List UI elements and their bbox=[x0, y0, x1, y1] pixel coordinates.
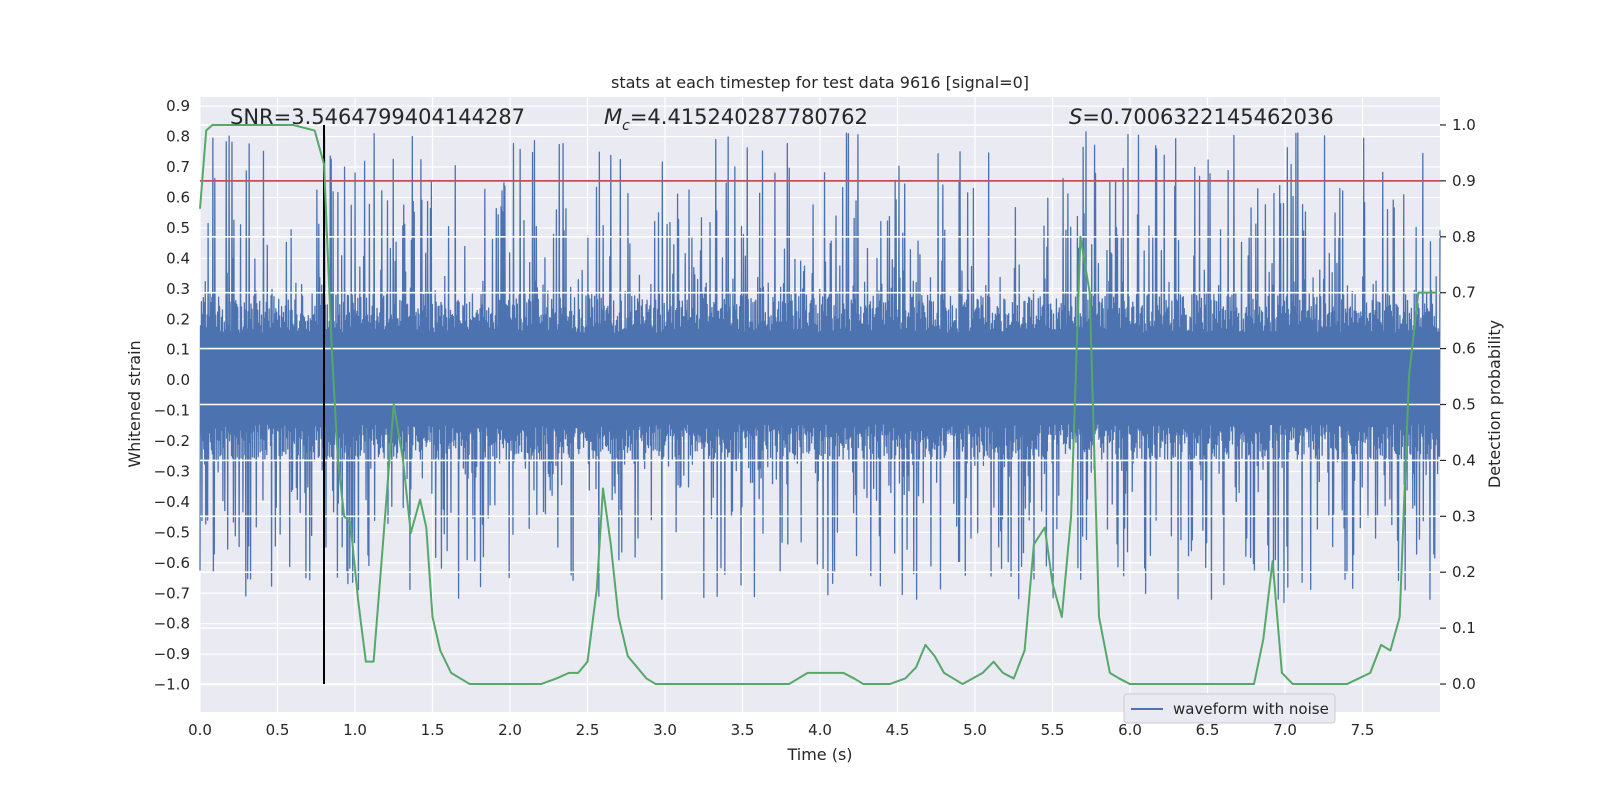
legend-label: waveform with noise bbox=[1173, 700, 1329, 718]
y-tick-label: −0.1 bbox=[154, 402, 190, 420]
chirp-mass-annotation: Mc=4.415240287780762 bbox=[604, 105, 868, 134]
y-tick-label: −0.8 bbox=[154, 615, 190, 633]
y-tick-label: 0.8 bbox=[166, 128, 190, 146]
ticks: 0.0 0.5 1.0 1.5 2.0 2.5 3.0 3.5 4.0 4.5 5.0 5.5 6.0 6… bbox=[154, 97, 1476, 739]
snr-annotation: SNR=3.5464799404144287 bbox=[230, 105, 525, 129]
x-axis-label: Time (s) bbox=[786, 745, 852, 764]
x-tick-label: 0.5 bbox=[266, 721, 290, 739]
detection-probability-line bbox=[199, 123, 1437, 686]
x-tick-label: 2.5 bbox=[576, 721, 600, 739]
x-tick-label: 7.0 bbox=[1273, 721, 1297, 739]
x-tick-label: 1.0 bbox=[343, 721, 367, 739]
x-tick-label: 3.0 bbox=[653, 721, 677, 739]
y2-tick-label: 0.7 bbox=[1452, 284, 1476, 302]
chirp-mass-subscript: c bbox=[622, 118, 630, 134]
y2-tick-label: 0.8 bbox=[1452, 228, 1476, 246]
overlay bbox=[199, 123, 1440, 686]
x-tick-label: 7.5 bbox=[1351, 721, 1375, 739]
waveform-core-band bbox=[200, 333, 1440, 424]
y2-tick-label: 0.5 bbox=[1452, 396, 1476, 414]
y-tick-label: −0.9 bbox=[154, 645, 190, 663]
x-tick-label: 1.5 bbox=[421, 721, 445, 739]
x-tick-label: 6.5 bbox=[1196, 721, 1220, 739]
y-tick-label: −0.2 bbox=[154, 432, 190, 450]
chirp-mass-value: =4.415240287780762 bbox=[630, 105, 868, 129]
x-tick-label: 4.0 bbox=[808, 721, 832, 739]
y-tick-label: −0.7 bbox=[154, 584, 190, 602]
legend: waveform with noise bbox=[1123, 693, 1336, 724]
s-symbol: S bbox=[1069, 105, 1082, 129]
y2-tick-label: 0.3 bbox=[1452, 507, 1476, 525]
y-tick-label: −0.4 bbox=[154, 493, 190, 511]
y-tick-label: −1.0 bbox=[154, 676, 190, 694]
y2-tick-label: 1.0 bbox=[1452, 116, 1476, 134]
y-tick-label: −0.6 bbox=[154, 554, 190, 572]
x-tick-label: 2.0 bbox=[498, 721, 522, 739]
y-tick-label: −0.5 bbox=[154, 523, 190, 541]
y2-tick-label: 0.2 bbox=[1452, 563, 1476, 581]
y-tick-label: 0.1 bbox=[166, 341, 190, 359]
y-tick-label: 0.5 bbox=[166, 219, 190, 237]
chirp-mass-symbol: M bbox=[604, 105, 622, 129]
legend-box bbox=[1123, 693, 1336, 724]
y2-tick-label: 0.1 bbox=[1452, 619, 1476, 637]
y-tick-label: 0.7 bbox=[166, 158, 190, 176]
x-tick-label: 5.0 bbox=[963, 721, 987, 739]
y2-tick-label: 0.4 bbox=[1452, 451, 1476, 469]
y2-tick-label: 0.9 bbox=[1452, 172, 1476, 190]
y-axis-label: Whitened strain bbox=[125, 340, 144, 467]
chart-title: stats at each timestep for test data 961… bbox=[611, 73, 1029, 92]
y2-tick-label: 0.0 bbox=[1452, 675, 1476, 693]
s-value: =0.7006322145462036 bbox=[1082, 105, 1333, 129]
y2-tick-label: 0.6 bbox=[1452, 340, 1476, 358]
x-tick-label: 5.5 bbox=[1041, 721, 1065, 739]
y-tick-label: 0.3 bbox=[166, 280, 190, 298]
x-tick-label: 3.5 bbox=[731, 721, 755, 739]
y-tick-label: 0.9 bbox=[166, 97, 190, 115]
x-tick-label: 4.5 bbox=[886, 721, 910, 739]
s-annotation: S=0.7006322145462036 bbox=[1069, 105, 1334, 129]
y-tick-label: −0.3 bbox=[154, 462, 190, 480]
y-tick-label: 0.6 bbox=[166, 188, 190, 206]
x-tick-label: 6.0 bbox=[1118, 721, 1142, 739]
y-tick-label: 0.0 bbox=[166, 371, 190, 389]
y-tick-label: 0.4 bbox=[166, 249, 190, 267]
y2-axis-label: Detection probability bbox=[1485, 320, 1504, 488]
x-tick-label: 0.0 bbox=[188, 721, 212, 739]
y-tick-label: 0.2 bbox=[166, 310, 190, 328]
